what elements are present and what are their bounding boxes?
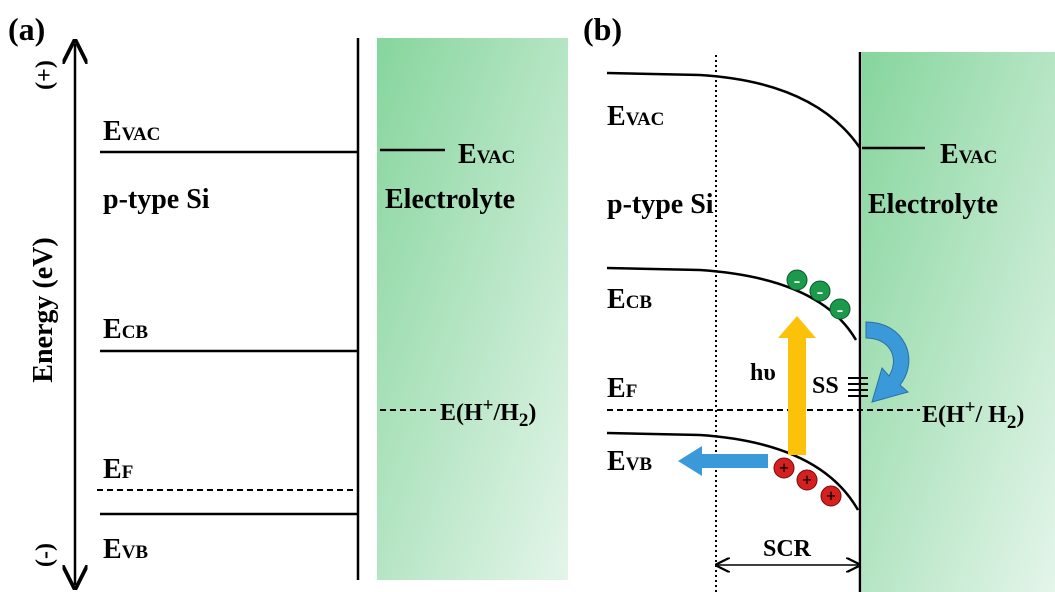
text: E [607, 101, 626, 132]
level-label: EVB [607, 446, 652, 477]
text: E [607, 373, 626, 404]
text: VAC [959, 147, 998, 168]
region-label: Electrolyte [868, 189, 998, 220]
text: F [122, 462, 134, 483]
hole-arrow [678, 446, 768, 476]
level-label: EVAC [607, 101, 664, 132]
text: VAC [626, 109, 665, 130]
region-label: Electrolyte [385, 184, 515, 215]
charge-sign: + [779, 458, 789, 478]
text: CB [122, 322, 149, 343]
level-label: ECB [607, 284, 652, 315]
text: E [458, 139, 477, 170]
text: VAC [122, 124, 161, 145]
charge-sign: - [794, 270, 801, 292]
electrolyte-region [377, 38, 568, 580]
text: / H [975, 402, 1008, 428]
electrons: - - - [787, 270, 850, 321]
text: E [103, 534, 122, 565]
text: 2 [1007, 412, 1017, 433]
text: VB [626, 454, 653, 475]
charge-sign: - [837, 299, 844, 321]
text: /H [493, 400, 520, 426]
photon-label: hυ [750, 360, 776, 386]
text: E [607, 446, 626, 477]
text: E [103, 116, 122, 147]
level-label: ECB [103, 314, 148, 345]
region-label: p-type Si [607, 189, 714, 220]
band-diagram: (a) (+) (-) Energy (eV) EVAC EVAC p-type… [0, 0, 1055, 592]
panel-label: (a) [8, 11, 45, 47]
charge-sign: + [802, 470, 812, 490]
holes: + + + [774, 458, 841, 506]
text: + [483, 395, 494, 416]
level-label: EVAC [103, 116, 160, 147]
text: ) [528, 400, 536, 426]
charge-sign: - [817, 281, 824, 303]
text: VAC [477, 147, 516, 168]
axis-title: Energy (eV) [28, 237, 59, 382]
text: CB [626, 292, 653, 313]
text: F [626, 381, 638, 402]
text: E [607, 284, 626, 315]
level-label: EF [607, 373, 637, 404]
axis-bottom: (-) [32, 543, 58, 567]
photon-arrow [778, 316, 816, 455]
text: VB [122, 542, 149, 563]
level-label: EF [103, 454, 133, 485]
text: ) [1016, 402, 1024, 428]
region-label: p-type Si [103, 184, 210, 215]
panel-label: (b) [583, 11, 622, 47]
scr-label: SCR [763, 536, 812, 562]
axis-top: (+) [32, 60, 58, 90]
text: E [103, 314, 122, 345]
text: E [103, 454, 122, 485]
text: E [940, 139, 959, 170]
text: E(H [440, 400, 483, 426]
text: 2 [519, 410, 529, 431]
text: E(H [922, 402, 965, 428]
level-label: EVB [103, 534, 148, 565]
charge-sign: + [826, 486, 836, 506]
electrolyte-region [862, 52, 1055, 592]
surface-states-label: SS [812, 373, 839, 399]
text: + [965, 397, 976, 418]
